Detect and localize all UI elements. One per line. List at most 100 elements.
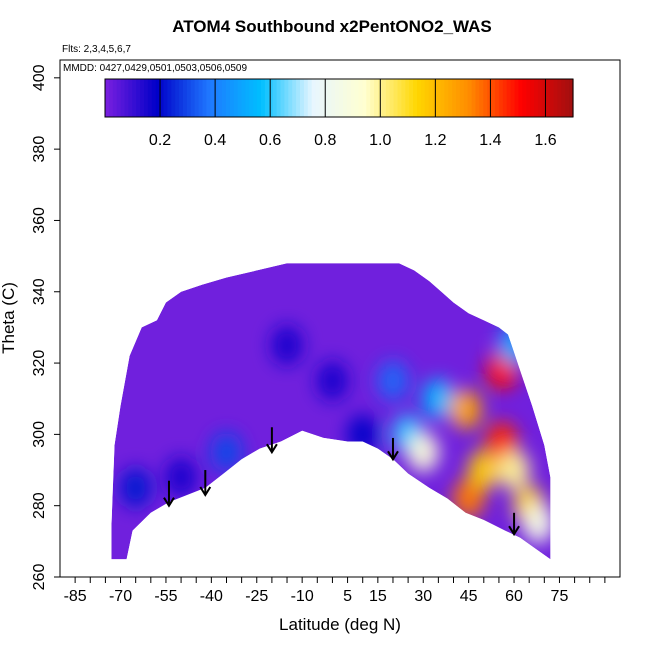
colorbar-tick-label: 1.0	[369, 132, 391, 149]
colorbar-tick-label: 1.6	[534, 132, 556, 149]
colorbar-segment	[183, 79, 188, 117]
colorbar-segment	[374, 79, 379, 117]
colorbar-segment	[537, 79, 543, 117]
colorbar-segment	[397, 79, 402, 117]
colorbar-segment	[206, 79, 211, 117]
colorbar-segment	[159, 79, 165, 117]
colorbar-tick-label: 1.2	[424, 132, 446, 149]
colorbar-segment	[225, 79, 231, 117]
colorbar-segment	[264, 79, 270, 117]
x-axis-label: Latitude (deg N)	[279, 615, 401, 634]
y-tick-label: 320	[31, 350, 48, 377]
colorbar-segment	[358, 79, 363, 117]
colorbar-segment	[186, 79, 192, 117]
colorbar-segment	[498, 79, 504, 117]
colorbar-segment	[315, 79, 321, 117]
colorbar-segment	[112, 79, 118, 117]
colorbar-segment	[105, 79, 110, 117]
arrow-marker	[199, 470, 212, 497]
colorbar-segment	[409, 79, 414, 117]
colorbar-segment	[354, 79, 360, 117]
colorbar-tick-label: 0.4	[204, 132, 226, 149]
colorbar-segment	[526, 79, 531, 117]
y-axis: 260 280 300 320 340 360 380 400	[31, 64, 60, 590]
colorbar-segment	[175, 79, 180, 117]
colorbar-segment	[452, 79, 457, 117]
y-tick-label: 360	[31, 207, 48, 234]
colorbar-segment	[459, 79, 465, 117]
colorbar-segment	[350, 79, 356, 117]
colorbar-segment	[456, 79, 461, 117]
colorbar-segment	[479, 79, 484, 117]
y-tick-label: 300	[31, 421, 48, 448]
colorbar-segment	[233, 79, 239, 117]
concentration-feature	[498, 325, 531, 366]
colorbar-segment	[179, 79, 184, 117]
concentration-feature	[407, 432, 440, 473]
colorbar-segment	[362, 79, 367, 117]
colorbar-segment	[467, 79, 473, 117]
colorbar-segment	[405, 79, 410, 117]
arrows	[163, 427, 520, 537]
concentration-feature	[467, 450, 500, 491]
x-tick-label: -25	[245, 588, 268, 605]
x-tick-label: -40	[200, 588, 223, 605]
colorbar-segment	[565, 79, 570, 117]
plot-frame	[59, 59, 621, 578]
colorbar-segment	[491, 79, 496, 117]
concentration-feature	[210, 432, 243, 473]
colorbar-segment	[229, 79, 235, 117]
colorbar-segment	[385, 79, 391, 117]
colorbar-segment	[296, 79, 301, 117]
colorbar-segment	[210, 79, 215, 117]
y-tick-label: 380	[31, 136, 48, 163]
colorbar-segment	[136, 79, 141, 117]
x-tick-label: 60	[505, 588, 523, 605]
x-tick-label: 15	[369, 588, 387, 605]
x-tick-label: -70	[109, 588, 132, 605]
colorbar-segment	[557, 79, 562, 117]
colorbar-segment	[280, 79, 285, 117]
colorbar-segment	[272, 79, 278, 117]
colorbar-segment	[140, 79, 145, 117]
concentration-feature	[522, 503, 551, 544]
concentration-feature	[422, 378, 455, 419]
colorbar-segment	[288, 79, 293, 117]
concentration-feature	[316, 360, 349, 401]
colorbar-segment	[381, 79, 387, 117]
colorbar-segment	[561, 79, 566, 117]
colorbar-segment	[218, 79, 223, 117]
colorbar-segment	[463, 79, 469, 117]
colorbar-segment	[155, 79, 161, 117]
colorbar-tick-label: 1.4	[479, 132, 501, 149]
concentration-feature	[498, 450, 531, 491]
colorbar-segment	[514, 79, 519, 117]
y-tick-label: 280	[31, 492, 48, 519]
colorbar-segment	[339, 79, 344, 117]
colorbar-segment	[245, 79, 250, 117]
colorbar-segment	[428, 79, 434, 117]
x-tick-label: -55	[154, 588, 177, 605]
colorbar-segment	[413, 79, 418, 117]
colorbar-segment	[222, 79, 227, 117]
y-tick-label: 260	[31, 564, 48, 591]
colorbar-segment	[261, 79, 266, 117]
x-tick-label: 75	[551, 588, 569, 605]
colorbar-frame	[104, 78, 574, 118]
x-tick-label: 5	[343, 588, 352, 605]
colorbar-segment	[237, 79, 243, 117]
colorbar-segment	[393, 79, 399, 117]
colorbar-segment	[569, 79, 574, 117]
colorbar-segment	[319, 79, 324, 117]
colorbar-segment	[448, 79, 453, 117]
colorbar-segment	[475, 79, 480, 117]
colorbar-segment	[300, 79, 305, 117]
colorbar-segment	[530, 79, 535, 117]
colorbar-segment	[116, 79, 122, 117]
colorbar-segment	[417, 79, 422, 117]
concentration-feature	[346, 414, 379, 455]
colorbar-segment	[303, 79, 309, 117]
colorbar-segment	[171, 79, 176, 117]
colorbar-segment	[147, 79, 153, 117]
